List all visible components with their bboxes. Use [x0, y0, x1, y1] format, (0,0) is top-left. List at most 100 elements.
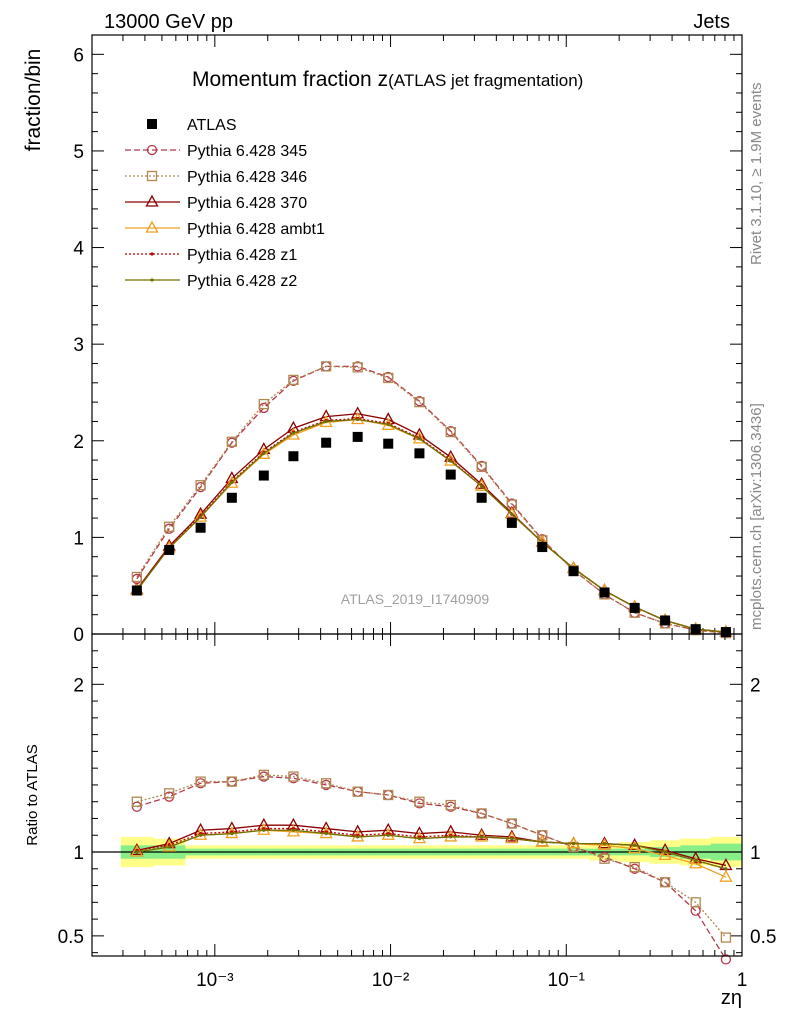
- data-point: [226, 492, 237, 503]
- ratio-point: [505, 831, 519, 844]
- ratio-series-line: [136, 829, 727, 870]
- ratio-y-tick-label: 2: [73, 675, 84, 696]
- data-point: [414, 448, 425, 459]
- ratio-point: [658, 848, 672, 861]
- legend-marker: [146, 170, 158, 182]
- ratio-point: [535, 834, 549, 847]
- x-tick-label: 10⁻²: [372, 970, 410, 991]
- ratio-point: [629, 861, 640, 873]
- main-y-axis-label: fraction/bin: [22, 49, 45, 152]
- legend-entry: Pythia 6.428 346: [125, 169, 307, 186]
- data-point: [258, 470, 269, 481]
- data-point: [262, 451, 266, 455]
- ratio-point: [599, 853, 610, 864]
- data-point: [510, 512, 514, 516]
- legend-marker: [150, 278, 154, 282]
- ratio-point: [719, 869, 733, 882]
- x-tick-label: 10⁻¹: [548, 970, 586, 991]
- rivet-version-label: Rivet 3.1.10, ≥ 1.9M events: [748, 83, 765, 266]
- ratio-point: [225, 826, 239, 839]
- ratio-point: [663, 850, 667, 854]
- data-point: [321, 437, 332, 448]
- data-point: [476, 461, 487, 473]
- series-atlas: [131, 431, 731, 638]
- ratio-point: [417, 837, 422, 841]
- header-energy-label: 13000 GeV pp: [104, 11, 233, 33]
- ratio-series-pythia-6-428-z2: [135, 828, 728, 871]
- mcplots-reference-label: mcplots.cern.ch [arXiv:1306.3436]: [748, 403, 765, 630]
- ratio-point: [475, 827, 489, 840]
- data-point: [164, 544, 175, 555]
- ratio-point: [445, 799, 456, 811]
- data-point: [324, 419, 328, 424]
- ratio-point: [449, 835, 453, 839]
- ratio-point: [690, 897, 701, 908]
- legend: ATLAS Pythia 6.428 345 Pythia 6.428 346 Pyt…: [125, 117, 325, 290]
- data-point: [445, 426, 456, 438]
- ratio-series-line: [136, 775, 727, 960]
- series-line: [136, 365, 726, 634]
- main-panel: fraction/bin Momentum fraction z(ATLAS j…: [22, 34, 743, 646]
- ratio-panel: Ratio to ATLAS 0.5 0.5 1 1 2 2 10⁻³ 10⁻² 10⁻¹ 1: [24, 633, 776, 991]
- ratio-point: [537, 830, 548, 841]
- ratio-point: [131, 796, 143, 807]
- legend-entry: Pythia 6.428 z2: [125, 273, 297, 290]
- ratio-point: [262, 828, 266, 832]
- y-tick-label: 5: [73, 142, 84, 163]
- legend-label: Pythia 6.428 z2: [187, 273, 297, 290]
- data-point: [352, 362, 363, 373]
- data-point: [417, 437, 422, 441]
- ratio-point: [480, 835, 484, 839]
- ratio-point: [412, 831, 427, 844]
- ratio-point: [689, 856, 703, 869]
- ratio-point: [476, 808, 487, 819]
- ratio-point: [130, 842, 144, 855]
- legend-marker: [147, 119, 157, 129]
- data-point: [720, 627, 731, 638]
- y-tick-label: 0: [73, 625, 84, 646]
- legend-label: Pythia 6.428 z1: [187, 247, 297, 264]
- main-title: Momentum fraction z(ATLAS jet fragmentat…: [192, 68, 583, 91]
- series-line: [136, 418, 726, 633]
- x-tick-label: 10⁻³: [196, 970, 234, 991]
- legend-entry: Pythia 6.428 z1: [125, 247, 297, 264]
- data-point: [537, 542, 548, 553]
- y-tick-label: 1: [73, 528, 84, 549]
- y-tick-label: 3: [73, 335, 84, 356]
- ratio-point: [226, 776, 238, 787]
- data-point: [226, 436, 238, 447]
- ratio-point: [383, 789, 394, 801]
- data-point: [660, 615, 671, 626]
- ratio-point: [351, 829, 365, 842]
- y-tick-label: 6: [73, 45, 84, 66]
- data-point: [199, 515, 203, 519]
- data-point: [288, 451, 299, 462]
- ratio-point: [386, 833, 390, 837]
- header-jets-label: Jets: [693, 11, 730, 33]
- ratio-point: [659, 877, 671, 888]
- data-point: [568, 566, 579, 577]
- data-point: [690, 624, 701, 635]
- ratio-y-tick-label-right: 0.5: [750, 927, 776, 948]
- ratio-point: [506, 818, 517, 829]
- ratio-y-tick-label: 1: [73, 843, 84, 864]
- data-point: [258, 398, 269, 410]
- data-point: [230, 480, 234, 484]
- data-point: [356, 417, 360, 422]
- ratio-point: [720, 932, 732, 943]
- legend-label: Pythia 6.428 ambt1: [187, 221, 325, 238]
- ratio-point: [135, 850, 139, 854]
- legend-marker: [150, 252, 154, 256]
- ratio-y-tick-label: 0.5: [58, 927, 84, 948]
- legend-entry: Pythia 6.428 370: [125, 194, 307, 212]
- data-point: [476, 492, 487, 503]
- legend-label: Pythia 6.428 370: [187, 195, 307, 212]
- ratio-point: [720, 954, 732, 965]
- ratio-point: [689, 851, 703, 864]
- data-point: [257, 446, 271, 459]
- ratio-y-axis-label: Ratio to ATLAS: [24, 744, 41, 845]
- main-plot-area: 0 1 2 3 4 5 6: [73, 34, 743, 646]
- data-point: [131, 571, 143, 583]
- ratio-plot-area: 0.5 0.5 1 1 2 2 10⁻³ 10⁻² 10⁻¹ 1: [58, 633, 776, 991]
